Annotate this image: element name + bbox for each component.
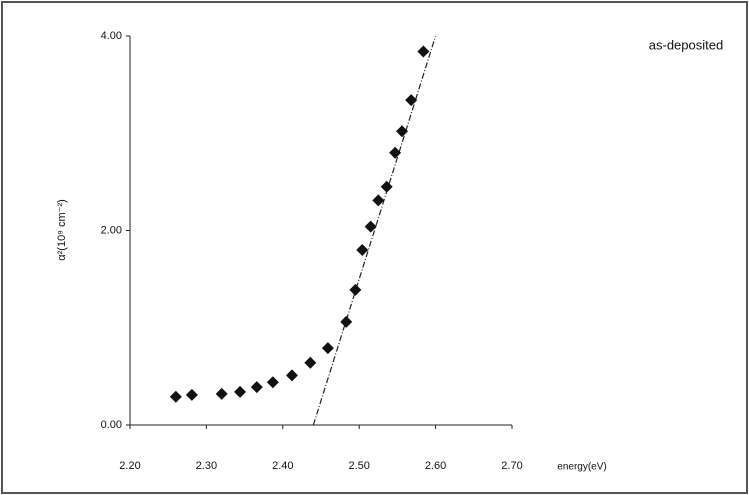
annotation: as-deposited [649, 37, 723, 52]
fit-line [312, 35, 437, 426]
x-tick-label: 2.30 [196, 460, 217, 472]
data-point [250, 381, 263, 394]
y-tick-label: 0.00 [101, 419, 122, 431]
data-point [185, 388, 198, 401]
data-point [356, 243, 369, 256]
data-point [340, 315, 353, 328]
y-axis-label: α²(10⁹ cm⁻²) [56, 199, 68, 260]
x-axis-label: energy(eV) [557, 462, 606, 473]
x-tick-label: 2.60 [425, 460, 446, 472]
data-point [364, 220, 377, 233]
data-point [389, 146, 402, 159]
y-tick-label: 4.00 [101, 30, 122, 42]
data-point [234, 385, 247, 398]
x-tick-label: 2.20 [119, 460, 140, 472]
data-point [285, 369, 298, 382]
x-tick-label: 2.50 [348, 460, 369, 472]
x-tick-label: 2.70 [501, 460, 522, 472]
data-point [395, 125, 408, 138]
data-point [215, 387, 228, 400]
data-point [266, 376, 279, 389]
data-point [417, 45, 430, 58]
data-point [321, 342, 334, 355]
data-point [349, 283, 362, 296]
data-point [372, 194, 385, 207]
data-point [169, 390, 182, 403]
data-point [380, 180, 393, 193]
data-point [304, 356, 317, 369]
x-tick-label: 2.40 [272, 460, 293, 472]
y-tick-label: 2.00 [101, 224, 122, 236]
data-point [405, 94, 418, 107]
